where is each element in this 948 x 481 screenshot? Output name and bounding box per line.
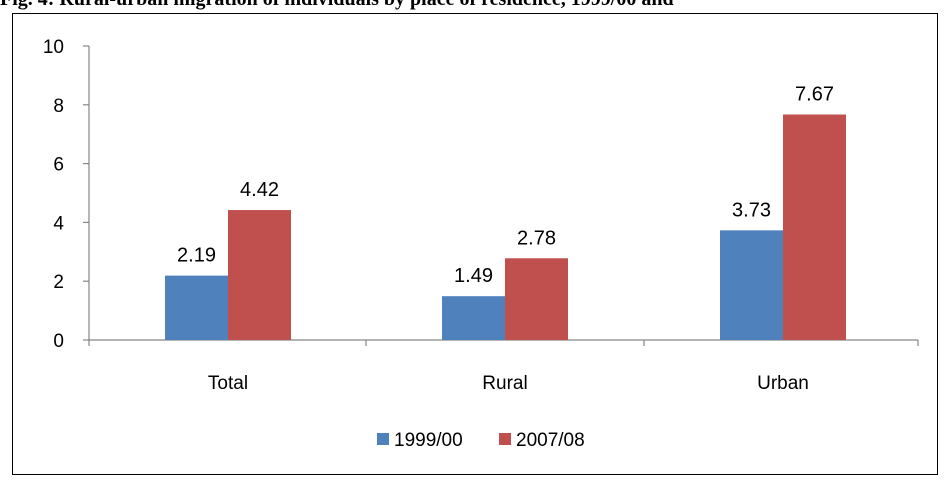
y-tick-label: 6 [53,155,64,176]
bar [442,296,505,340]
legend-swatch [499,433,511,445]
y-tick-label: 2 [53,272,64,293]
x-category-label: Urban [757,373,809,394]
y-tick-label: 4 [53,213,64,234]
y-tick-label: 10 [43,37,64,58]
legend-label: 2007/08 [516,430,585,451]
data-label: 7.67 [795,84,834,106]
bar [165,275,228,340]
legend-label: 1999/00 [394,430,463,451]
bar [228,210,291,340]
y-tick-label: 0 [53,331,64,352]
figure-caption: Fig. 4: Rural-urban migration of individ… [0,0,948,10]
x-category-label: Rural [482,373,527,394]
legend-swatch [377,433,389,445]
data-label: 3.73 [732,199,771,221]
data-label: 2.78 [517,227,556,249]
data-label: 1.49 [454,265,493,287]
y-tick-label: 8 [53,96,64,117]
bar [505,258,568,340]
bar [720,230,783,340]
x-category-label: Total [208,373,248,394]
data-label: 4.42 [240,179,279,201]
bar [783,114,846,340]
data-label: 2.19 [177,245,216,267]
